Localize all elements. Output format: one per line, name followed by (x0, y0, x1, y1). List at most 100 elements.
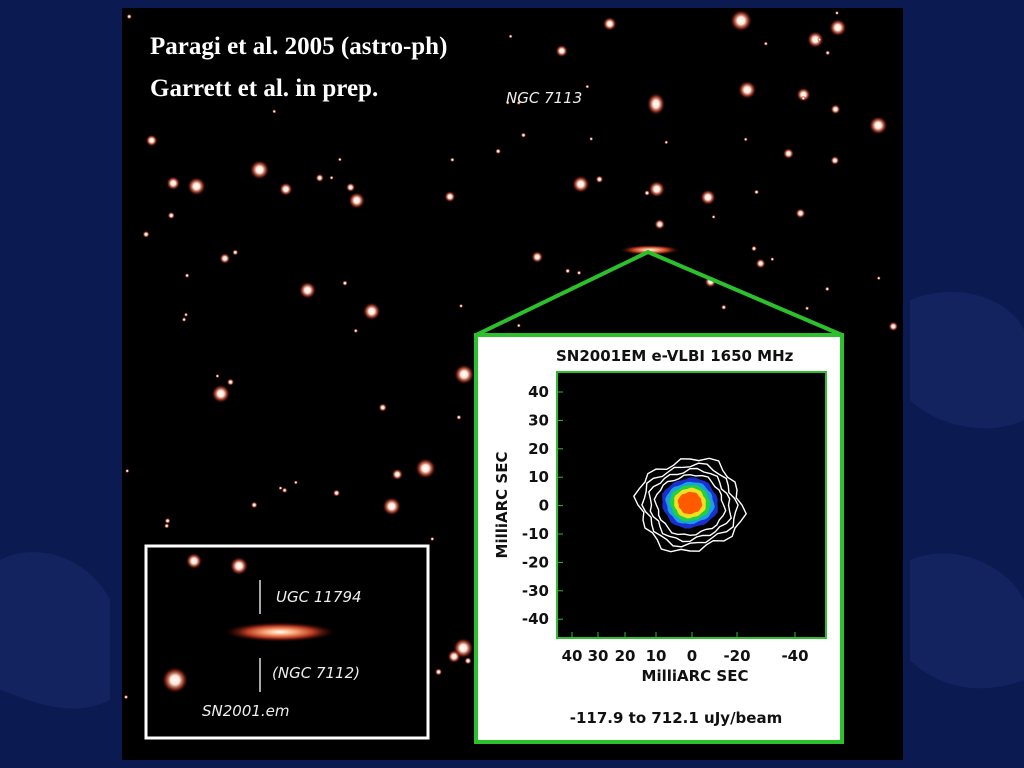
credit: Paragi et al. 2005 (astro-ph) (150, 33, 447, 60)
star (450, 157, 455, 163)
star (711, 214, 716, 219)
star (834, 10, 839, 16)
star (576, 270, 582, 276)
y-tick-label: 20 (528, 440, 549, 458)
star (464, 657, 472, 665)
star (807, 31, 824, 48)
range-note: -117.9 to 712.1 uJy/beam (570, 709, 782, 727)
contour (632, 457, 748, 553)
x-axis-label: MilliARC SEC (642, 667, 749, 685)
star (644, 190, 650, 196)
inset-label: (NGC 7112) (272, 664, 360, 682)
star (648, 180, 665, 198)
star (751, 245, 757, 252)
star (353, 328, 359, 334)
star (754, 189, 760, 195)
star (585, 84, 590, 89)
star (215, 374, 220, 379)
x-tick-label: -40 (781, 647, 808, 665)
contour (653, 473, 727, 537)
star (279, 182, 293, 196)
star (825, 50, 831, 56)
star (230, 557, 248, 575)
y-tick-label: 0 (539, 497, 549, 515)
star (602, 17, 617, 31)
y-axis-label: MilliARC SEC (493, 452, 511, 559)
star (162, 667, 188, 693)
star (555, 44, 568, 58)
star (516, 323, 521, 328)
star (219, 253, 231, 264)
star (164, 517, 171, 524)
contour (677, 491, 703, 515)
star (126, 13, 132, 20)
star (362, 302, 381, 321)
star (516, 100, 521, 105)
star (211, 384, 230, 403)
star (743, 137, 748, 142)
star (430, 536, 435, 542)
star (830, 156, 840, 165)
contour (648, 467, 732, 543)
background-map (0, 291, 1024, 709)
y-tick-label: -40 (522, 610, 549, 628)
star (721, 304, 727, 310)
inset-label: SN2001.em (202, 702, 290, 720)
star (454, 364, 475, 385)
star (435, 668, 443, 676)
star (183, 312, 189, 317)
star (458, 303, 464, 309)
star (801, 95, 806, 101)
galaxy-label: NGC 7113 (506, 89, 582, 107)
star (654, 219, 665, 230)
star (495, 148, 501, 155)
star (272, 109, 277, 114)
x-tick-label: 0 (687, 647, 697, 665)
star (730, 9, 752, 32)
star (166, 176, 180, 190)
star (345, 182, 356, 192)
star (796, 87, 811, 102)
star (181, 317, 187, 322)
x-tick-label: 30 (588, 647, 609, 665)
star (508, 34, 513, 39)
star (382, 497, 401, 516)
star (795, 208, 806, 219)
star (770, 257, 775, 262)
star (299, 281, 316, 299)
star (456, 414, 462, 420)
star (664, 140, 669, 145)
star (337, 157, 342, 162)
contours (632, 457, 748, 553)
star (829, 19, 847, 37)
star (830, 104, 841, 115)
star (447, 650, 461, 663)
star (184, 273, 190, 278)
star (391, 468, 403, 480)
star (164, 523, 170, 529)
galaxy (620, 245, 680, 255)
star (329, 175, 334, 180)
bright-star (647, 93, 665, 115)
star (167, 211, 175, 220)
star (595, 175, 604, 184)
y-tick-label: -20 (522, 553, 549, 571)
star (145, 134, 158, 147)
zoom-lines (475, 249, 843, 337)
y-tick-label: 40 (528, 383, 549, 401)
inset-box (144, 544, 430, 740)
star (293, 480, 298, 485)
star (763, 41, 768, 46)
star (738, 80, 757, 99)
star (444, 191, 456, 203)
star (817, 37, 822, 42)
x-tick-label: -20 (723, 647, 750, 665)
star (565, 268, 571, 274)
star (505, 100, 510, 105)
y-tick-label: -10 (522, 525, 549, 543)
star (415, 458, 436, 479)
x-tick-label: 40 (562, 647, 583, 665)
star (783, 148, 794, 159)
star (123, 694, 129, 700)
